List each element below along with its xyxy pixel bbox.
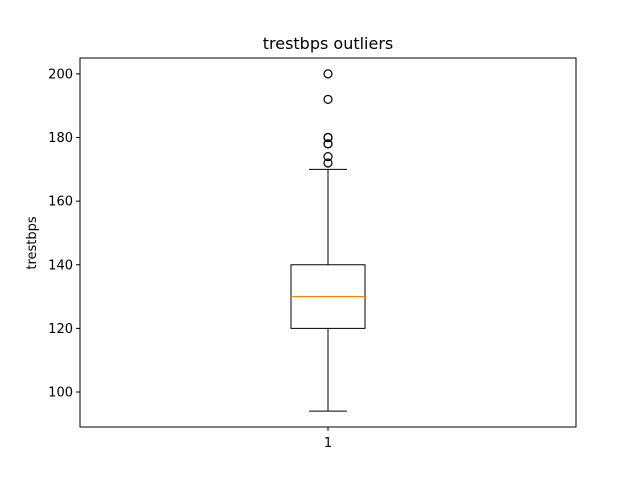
outlier-point [323,69,333,79]
outlier-point [323,158,333,168]
outlier-point [323,132,333,143]
y-tick-label: 120 [48,322,73,337]
x-tick-label: 1 [324,436,332,451]
outlier-point [323,139,333,149]
y-axis-label: trestbps [25,216,40,270]
plot-area: 100 120 140 160 180 200 1 [48,57,577,451]
outlier-point [323,152,333,162]
y-tick-label: 200 [48,67,73,82]
outlier-point [323,94,333,104]
y-tick-label: 160 [48,195,73,210]
y-tick-label: 100 [48,386,73,401]
y-tick-label: 180 [48,131,73,146]
chart-title: trestbps outliers [263,34,394,53]
y-tick-label: 140 [48,258,73,273]
